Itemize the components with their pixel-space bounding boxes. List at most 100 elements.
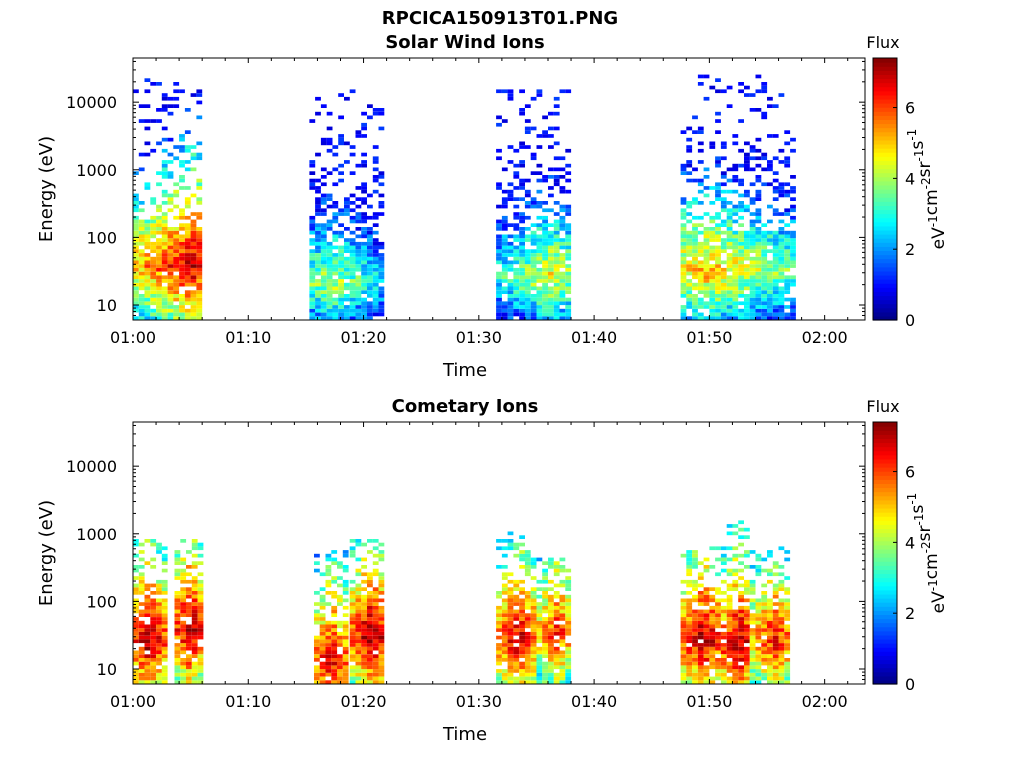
heatmap-cell: [378, 635, 385, 640]
heatmap-cell: [720, 271, 727, 276]
heatmap-cell: [161, 598, 168, 603]
heatmap-cell: [355, 316, 362, 320]
heatmap-cell: [720, 141, 727, 146]
heatmap-cell: [150, 249, 157, 253]
heatmap-cell: [315, 208, 321, 213]
heatmap-cell: [315, 312, 321, 317]
heatmap-cell: [565, 148, 572, 153]
heatmap-cell: [778, 613, 785, 617]
heatmap-cell: [530, 312, 537, 317]
heatmap-cell: [161, 96, 168, 101]
heatmap-cell: [755, 672, 762, 677]
colorbar-step: [873, 454, 897, 460]
heatmap-cell: [501, 605, 508, 610]
heatmap-cell: [331, 557, 338, 562]
heatmap-cell: [150, 286, 157, 291]
heatmap-cell: [536, 93, 543, 97]
heatmap-cell: [361, 271, 367, 276]
heatmap-cell: [190, 308, 197, 313]
heatmap-cell: [703, 212, 710, 216]
heatmap-cell: [553, 591, 560, 595]
y-axis-label: Energy (eV): [36, 136, 57, 242]
heatmap-cell: [372, 568, 379, 573]
heatmap-cell: [138, 208, 145, 213]
heatmap-cell: [784, 658, 791, 662]
heatmap-cell: [325, 672, 332, 677]
heatmap-cell: [161, 308, 168, 313]
heatmap-cell: [378, 553, 385, 558]
heatmap-cell: [501, 654, 508, 658]
heatmap-cell: [761, 223, 768, 227]
heatmap-cell: [331, 661, 338, 666]
heatmap-cell: [361, 639, 367, 644]
heatmap-cell: [559, 208, 566, 213]
heatmap-cell: [519, 316, 525, 320]
heatmap-cell: [686, 568, 693, 573]
heatmap-cell: [761, 628, 768, 632]
heatmap-cell: [337, 565, 343, 569]
unit-base: eV: [929, 227, 949, 249]
heatmap-cell: [686, 137, 693, 142]
heatmap-cell: [519, 241, 525, 246]
heatmap-cell: [732, 587, 739, 591]
heatmap-cell: [332, 305, 339, 309]
heatmap-cell: [709, 219, 716, 224]
heatmap-cell: [167, 279, 174, 283]
heatmap-cell: [715, 163, 721, 168]
heatmap-cell: [772, 602, 779, 606]
heatmap-cell: [167, 171, 174, 175]
heatmap-cell: [314, 568, 320, 573]
heatmap-cell: [156, 141, 162, 146]
unit-exponent: -1: [905, 493, 919, 505]
heatmap-cell: [732, 241, 739, 246]
heatmap-cell: [319, 680, 326, 684]
heatmap-cell: [697, 598, 704, 603]
heatmap-cell: [361, 234, 367, 239]
heatmap-cell: [542, 591, 548, 595]
heatmap-cell: [355, 279, 362, 283]
heatmap-cell: [524, 305, 531, 309]
heatmap-cell: [367, 264, 373, 268]
heatmap-cell: [349, 605, 356, 610]
heatmap-cell: [355, 186, 362, 190]
heatmap-cell: [755, 676, 762, 681]
heatmap-cell: [524, 550, 531, 554]
heatmap-cell: [319, 624, 326, 629]
heatmap-cell: [133, 201, 139, 205]
heatmap-cell: [138, 602, 145, 606]
heatmap-cell: [190, 212, 197, 216]
heatmap-cell: [738, 286, 744, 291]
colorbar-step: [873, 90, 897, 96]
heatmap-cell: [361, 646, 367, 651]
heatmap-cell: [315, 297, 321, 302]
heatmap-cell: [513, 275, 520, 280]
heatmap-cell: [738, 82, 744, 86]
heatmap-cell: [720, 208, 727, 213]
heatmap-cell: [548, 275, 554, 280]
heatmap-cell: [559, 628, 566, 632]
heatmap-cell: [173, 227, 180, 231]
heatmap-cell: [367, 639, 373, 644]
heatmap-cell: [501, 591, 508, 595]
heatmap-cell: [784, 264, 791, 268]
colorbar-step: [873, 483, 897, 489]
heatmap-cell: [732, 631, 739, 636]
heatmap-cell: [174, 661, 181, 666]
heatmap-cell: [319, 650, 326, 655]
heatmap-cell: [772, 561, 779, 565]
heatmap-cell: [548, 208, 554, 213]
heatmap-cell: [196, 312, 203, 317]
heatmap-cell: [565, 275, 572, 280]
heatmap-cell: [156, 204, 162, 209]
heatmap-cell: [326, 137, 333, 142]
heatmap-cell: [315, 301, 321, 306]
heatmap-cell: [755, 602, 762, 606]
heatmap-cell: [186, 602, 192, 606]
heatmap-cell: [144, 104, 151, 108]
heatmap-cell: [337, 680, 343, 684]
heatmap-cell: [191, 631, 198, 636]
heatmap-cell: [184, 297, 191, 302]
heatmap-cell: [309, 264, 316, 268]
heatmap-cell: [519, 624, 525, 629]
heatmap-cell: [367, 253, 373, 257]
